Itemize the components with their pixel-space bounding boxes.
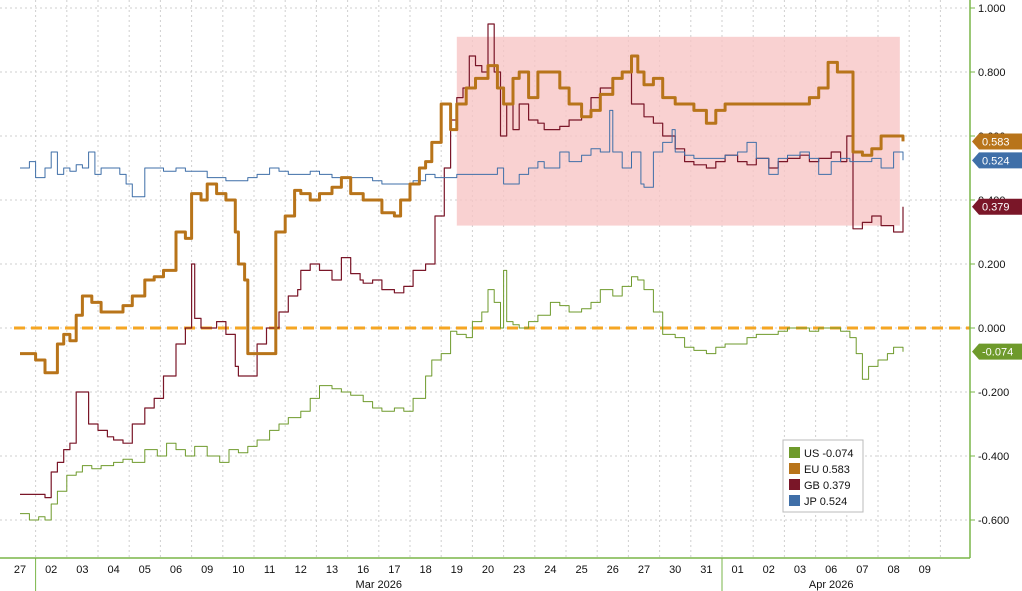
legend-entry: US -0.074 <box>804 448 854 460</box>
x-tick-label: 27 <box>14 564 26 576</box>
x-tick-label: 20 <box>482 564 494 576</box>
y-tick-label: -0.400 <box>978 451 1009 463</box>
x-tick-label: 31 <box>700 564 712 576</box>
value-tag-eu: 0.583 <box>972 133 1022 150</box>
x-tick-label: 09 <box>201 564 213 576</box>
x-tick-label: 03 <box>76 564 88 576</box>
y-tick-label: 0.800 <box>978 67 1006 79</box>
x-tick-label: 08 <box>887 564 899 576</box>
x-tick-label: 25 <box>575 564 587 576</box>
x-tick-label: 03 <box>794 564 806 576</box>
x-tick-label: 09 <box>919 564 931 576</box>
series-line-us <box>20 269 904 521</box>
highlight-region <box>456 36 900 226</box>
value-tag-shape <box>972 343 1022 360</box>
x-tick-label: 01 <box>731 564 743 576</box>
value-tag-label: -0.074 <box>982 347 1013 359</box>
x-tick-label: 17 <box>388 564 400 576</box>
y-tick-label: -0.600 <box>978 515 1009 527</box>
x-tick-label: 02 <box>45 564 57 576</box>
month-label: Mar 2026 <box>356 579 402 591</box>
legend-entry: EU 0.583 <box>804 464 850 476</box>
x-tick-label: 13 <box>326 564 338 576</box>
legend-entry: GB 0.379 <box>804 480 850 492</box>
x-tick-label: 27 <box>638 564 650 576</box>
x-tick-label: 04 <box>107 564 119 576</box>
value-tag-label: 0.583 <box>982 136 1010 148</box>
x-tick-label: 23 <box>513 564 525 576</box>
legend-swatch <box>789 479 800 490</box>
value-tag-us: -0.074 <box>972 343 1022 360</box>
y-tick-label: 0.000 <box>978 323 1006 335</box>
value-tag-shape <box>972 133 1022 150</box>
legend: US -0.074 EU 0.583 GB 0.379 JP 0.524 <box>782 439 864 513</box>
x-tick-label: 02 <box>763 564 775 576</box>
x-tick-label: 12 <box>295 564 307 576</box>
x-tick-label: 06 <box>825 564 837 576</box>
x-tick-label: 24 <box>544 564 556 576</box>
x-tick-label: 06 <box>170 564 182 576</box>
x-tick-label: 19 <box>451 564 463 576</box>
legend-swatch <box>789 495 800 506</box>
value-tag-label: 0.524 <box>982 155 1010 167</box>
x-tick-label: 26 <box>607 564 619 576</box>
x-tick-label: 07 <box>856 564 868 576</box>
value-tag-layer: -0.074 0.583 0.379 0.524 <box>972 133 1022 360</box>
series-layer <box>20 23 905 521</box>
x-tick-label: 05 <box>139 564 151 576</box>
x-tick-label: 11 <box>264 564 275 576</box>
highlight-layer <box>456 36 900 226</box>
series-line-jp <box>20 109 904 198</box>
y-tick-label: 1.000 <box>978 3 1006 15</box>
x-tick-label: 30 <box>669 564 681 576</box>
x-tick-label: 10 <box>232 564 244 576</box>
legend-swatch <box>789 447 800 458</box>
value-tag-label: 0.379 <box>982 202 1010 214</box>
x-tick-label: 18 <box>419 564 431 576</box>
value-tag-shape <box>972 152 1022 169</box>
legend-swatch <box>789 463 800 474</box>
month-label: Apr 2026 <box>809 579 854 591</box>
x-tick-label: 16 <box>357 564 369 576</box>
legend-entry: JP 0.524 <box>804 496 847 508</box>
y-tick-label: 0.200 <box>978 259 1006 271</box>
value-tag-gb: 0.379 <box>972 198 1022 215</box>
series-line-eu <box>20 54 905 375</box>
y-tick-label: -0.200 <box>978 387 1009 399</box>
value-tag-jp: 0.524 <box>972 152 1022 169</box>
value-tag-shape <box>972 198 1022 215</box>
